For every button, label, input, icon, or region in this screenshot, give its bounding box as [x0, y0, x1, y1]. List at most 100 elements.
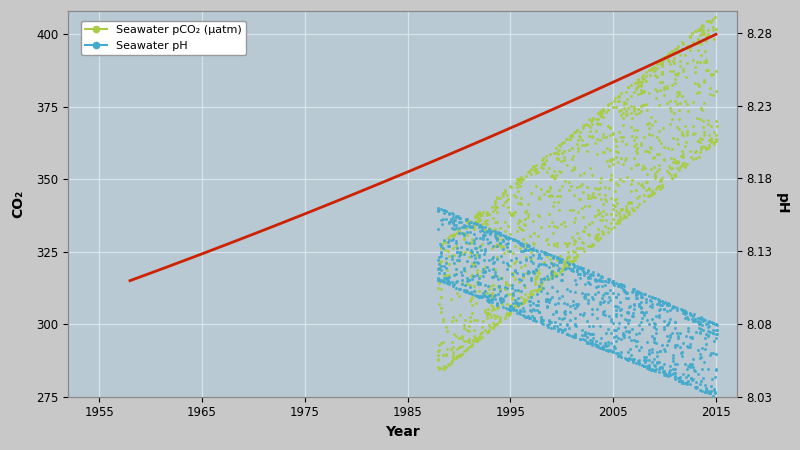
Point: [617, 282, 630, 289]
Point: [643, 293, 656, 300]
Point: [493, 283, 506, 290]
Point: [542, 241, 554, 248]
Point: [503, 302, 516, 310]
Point: [630, 294, 642, 301]
Point: [615, 106, 628, 113]
Point: [596, 207, 609, 215]
Point: [467, 282, 480, 289]
Point: [552, 327, 565, 334]
Point: [650, 339, 662, 346]
Point: [466, 272, 479, 279]
Point: [435, 364, 448, 372]
Point: [630, 330, 642, 338]
Point: [596, 216, 609, 223]
Point: [602, 347, 614, 355]
Point: [702, 18, 714, 25]
Point: [622, 200, 634, 207]
Point: [654, 347, 666, 355]
Point: [474, 292, 486, 299]
Point: [633, 288, 646, 295]
Point: [700, 330, 713, 338]
Point: [488, 323, 501, 330]
Point: [673, 376, 686, 383]
Point: [582, 274, 594, 281]
Point: [604, 297, 617, 304]
Point: [586, 241, 599, 248]
Point: [489, 268, 502, 275]
Point: [539, 237, 552, 244]
Point: [473, 288, 486, 295]
Point: [481, 235, 494, 243]
Point: [545, 324, 558, 331]
Point: [570, 252, 583, 260]
Point: [592, 237, 605, 244]
Point: [458, 317, 471, 324]
Point: [669, 344, 682, 351]
Point: [647, 153, 660, 161]
Point: [558, 257, 570, 264]
Point: [683, 364, 696, 371]
Point: [542, 299, 555, 306]
Point: [466, 340, 478, 347]
Point: [434, 248, 447, 256]
Point: [668, 59, 681, 67]
Point: [497, 296, 510, 303]
Point: [706, 376, 718, 383]
Point: [541, 272, 554, 279]
Point: [649, 321, 662, 328]
Point: [489, 205, 502, 212]
Point: [662, 144, 674, 152]
Point: [510, 255, 522, 262]
Point: [563, 257, 576, 264]
Point: [445, 232, 458, 239]
Point: [686, 123, 699, 130]
Point: [642, 365, 655, 372]
Point: [478, 229, 490, 236]
Point: [611, 352, 624, 359]
Point: [638, 198, 650, 205]
Point: [455, 224, 468, 231]
Point: [602, 184, 615, 192]
Point: [479, 245, 492, 252]
Point: [666, 81, 679, 89]
Point: [553, 265, 566, 272]
Point: [494, 252, 507, 260]
Point: [533, 194, 546, 201]
Point: [607, 161, 620, 168]
Point: [525, 277, 538, 284]
Point: [468, 261, 481, 268]
Point: [586, 191, 598, 198]
Point: [619, 88, 632, 95]
Point: [450, 355, 462, 362]
Point: [508, 296, 521, 303]
Point: [435, 249, 448, 256]
Point: [575, 265, 588, 272]
Point: [458, 337, 470, 344]
Point: [460, 222, 473, 230]
Point: [591, 341, 604, 348]
Point: [509, 266, 522, 274]
Point: [625, 82, 638, 89]
Point: [706, 392, 719, 399]
Point: [437, 244, 450, 251]
Point: [710, 135, 722, 143]
Point: [569, 304, 582, 311]
Point: [530, 301, 542, 308]
Point: [645, 191, 658, 198]
Point: [642, 90, 655, 97]
Point: [471, 259, 484, 266]
Point: [458, 235, 470, 242]
Point: [697, 318, 710, 325]
Point: [517, 298, 530, 305]
Point: [561, 248, 574, 255]
Point: [453, 334, 466, 342]
Point: [529, 266, 542, 274]
Point: [498, 292, 511, 299]
Point: [638, 147, 651, 154]
Point: [617, 214, 630, 221]
Point: [473, 294, 486, 301]
Point: [562, 252, 575, 259]
Point: [530, 166, 542, 173]
Point: [582, 290, 594, 297]
Point: [710, 320, 722, 328]
